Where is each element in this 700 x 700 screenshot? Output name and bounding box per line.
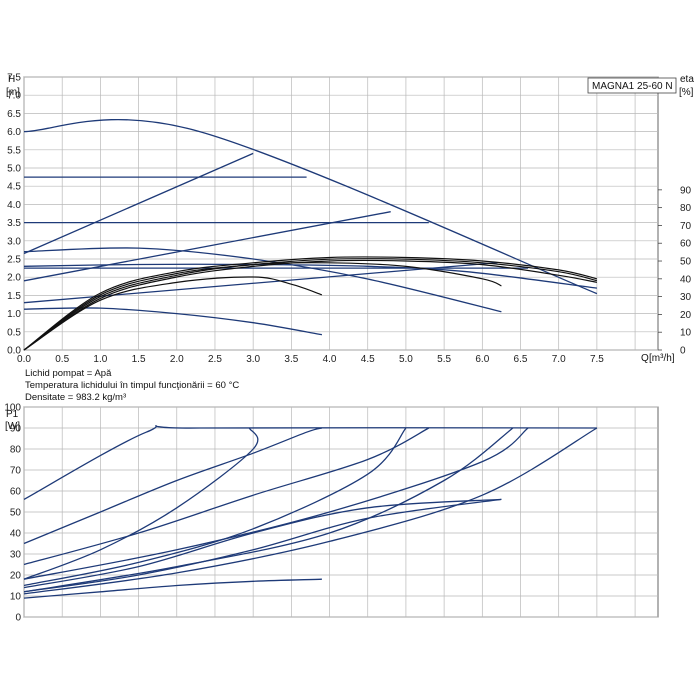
series-curve-2.8 — [23, 247, 502, 313]
head-chart-y-ticks: 0.0 0.5 1.0 1.5 2.0 2.5 3.0 3.5 4.0 4.5 5.0 5.5 6.0 6… — [7, 73, 21, 357]
y-tick-label: 7.0 — [7, 91, 21, 102]
p1-tick-label: 0 — [15, 613, 21, 624]
y2-tick-label: 90 — [680, 185, 692, 196]
x-tick-label: 0.5 — [55, 354, 69, 365]
power-y-unit: [W] — [5, 421, 20, 432]
power-y-label: P1 — [6, 409, 19, 420]
x-tick-label: 4.0 — [323, 354, 337, 365]
p1-tick-label: 40 — [10, 529, 22, 540]
power-chart-series — [23, 425, 598, 599]
series-eta-1 — [23, 276, 323, 351]
p1-tick-label: 90 — [10, 424, 22, 435]
eta-y-label: eta — [680, 74, 694, 85]
p1-tick-label: 10 — [10, 592, 22, 603]
power-chart: 0 10 20 30 40 50 60 70 80 90 100 P1 [W] — [4, 403, 659, 624]
note-density: Densitate = 983.2 kg/m³ — [25, 392, 126, 403]
x-tick-label: 3.5 — [284, 354, 298, 365]
head-y-unit: [m] — [6, 87, 20, 98]
series-eta-4 — [23, 258, 598, 351]
eta-y-unit: [%] — [679, 87, 694, 98]
p1-tick-label: 100 — [4, 403, 21, 414]
y-tick-label: 5.0 — [7, 164, 21, 175]
series-p1-h — [23, 498, 502, 593]
series-max-curve — [23, 118, 598, 295]
y-tick-label: 4.5 — [7, 182, 21, 193]
series-p1-e — [23, 427, 529, 580]
series-p1-c — [23, 427, 430, 566]
series-curve-1.15 — [23, 307, 323, 336]
flow-x-unit: [m³/h] — [649, 353, 675, 364]
series-pp-high — [23, 152, 254, 255]
y-tick-label: 0.5 — [7, 327, 21, 338]
p1-tick-label: 80 — [10, 445, 22, 456]
y-tick-label: 3.5 — [7, 218, 21, 229]
y-tick-label: 6.5 — [7, 109, 21, 120]
series-eta-3 — [23, 259, 598, 351]
series-p1-f — [23, 427, 514, 593]
y2-tick-label: 40 — [680, 274, 692, 285]
x-tick-label: 6.5 — [514, 354, 528, 365]
series-p1-g — [23, 498, 502, 589]
y-tick-label: 1.5 — [7, 291, 21, 302]
series-p1-a — [23, 427, 323, 545]
y-tick-label: 2.0 — [7, 273, 21, 284]
x-tick-label: 2.0 — [170, 354, 184, 365]
head-chart-frame — [23, 76, 659, 351]
p1-tick-label: 30 — [10, 550, 22, 561]
y-tick-label: 2.5 — [7, 255, 21, 266]
head-chart-series — [23, 118, 598, 351]
head-y-label: H — [8, 74, 15, 85]
note-liquid: Lichid pompat = Apă — [25, 368, 112, 379]
p1-tick-label: 60 — [10, 487, 22, 498]
x-tick-label: 7.0 — [552, 354, 566, 365]
y-tick-label: 1.0 — [7, 309, 21, 320]
y2-tick-label: 0 — [680, 346, 686, 357]
series-p1-b — [23, 427, 259, 580]
x-tick-label: 5.5 — [437, 354, 451, 365]
y2-tick-label: 70 — [680, 221, 692, 232]
y2-tick-label: 30 — [680, 292, 692, 303]
chart-title-box — [587, 77, 677, 94]
x-tick-label: 7.5 — [590, 354, 604, 365]
flow-x-label: Q — [641, 353, 649, 364]
y2-tick-label: 10 — [680, 328, 692, 339]
head-chart: 0.0 0.5 1.0 1.5 2.0 2.5 3.0 3.5 4.0 4.5 5.0 5.5 6.0 6… — [6, 73, 694, 404]
head-chart-y2-ticks: 0 10 20 30 40 50 60 70 80 90 — [658, 185, 692, 357]
y-tick-label: 0.0 — [7, 346, 21, 357]
x-tick-label: 6.0 — [475, 354, 489, 365]
power-chart-y-ticks: 0 10 20 30 40 50 60 70 80 90 100 — [4, 403, 21, 624]
y-tick-label: 3.0 — [7, 236, 21, 247]
series-curve-alt — [23, 263, 597, 289]
series-eta-5 — [23, 256, 598, 351]
series-eta-2 — [23, 262, 502, 351]
series-p1-d — [23, 427, 407, 587]
y-tick-label: 5.5 — [7, 145, 21, 156]
y-tick-label: 7.5 — [7, 73, 21, 84]
x-tick-label: 3.0 — [246, 354, 260, 365]
y2-tick-label: 20 — [680, 310, 692, 321]
head-chart-x-ticks: 0.0 0.5 1.0 1.5 2.0 2.5 3.0 3.5 4.0 4.5 5.0 5.5 6.0 6… — [17, 354, 604, 365]
y-tick-label: 4.0 — [7, 200, 21, 211]
y2-tick-label: 60 — [680, 239, 692, 250]
p1-tick-label: 70 — [10, 466, 22, 477]
x-tick-label: 2.5 — [208, 354, 222, 365]
p1-tick-label: 50 — [10, 508, 22, 519]
x-tick-label: 1.5 — [132, 354, 146, 365]
y2-tick-label: 50 — [680, 257, 692, 268]
y-tick-label: 6.0 — [7, 127, 21, 138]
series-p1-j — [23, 427, 598, 595]
series-p1-max — [23, 425, 597, 500]
series-pp-mid — [23, 211, 391, 282]
power-chart-grid — [23, 406, 658, 618]
x-tick-label: 0.0 — [17, 354, 31, 365]
x-tick-label: 1.0 — [93, 354, 107, 365]
x-tick-label: 4.5 — [361, 354, 375, 365]
series-p1-i — [23, 578, 322, 599]
x-tick-label: 5.0 — [399, 354, 413, 365]
chart-title: MAGNA1 25-60 N — [592, 81, 673, 92]
p1-tick-label: 20 — [10, 571, 22, 582]
note-temperature: Temperatura lichidului în timpul funcţio… — [25, 380, 239, 391]
y2-tick-label: 80 — [680, 203, 692, 214]
